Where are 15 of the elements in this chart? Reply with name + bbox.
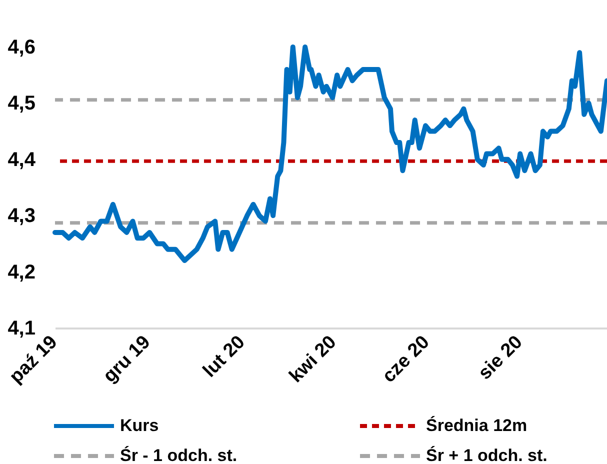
- y-tick-label: 4,1: [8, 318, 36, 340]
- x-tick-label: kwi 20: [286, 332, 341, 387]
- legend-label: Śr + 1 odch. st.: [426, 445, 548, 464]
- y-tick-label: 4,2: [8, 261, 36, 284]
- y-tick-label: 4,5: [8, 92, 36, 115]
- y-tick-label: 4,6: [8, 36, 36, 58]
- y-tick-label: 4,4: [8, 148, 36, 171]
- legend-label: Śr - 1 odch. st.: [120, 445, 238, 464]
- y-tick-label: 4,3: [8, 205, 36, 228]
- legend-label: Kurs: [120, 416, 159, 435]
- x-tick-label: gru 19: [99, 332, 155, 387]
- x-tick-label: cze 20: [378, 332, 434, 387]
- x-tick-label: sie 20: [474, 332, 527, 384]
- legend-label: Średnia 12m: [426, 415, 528, 435]
- x-tick-label: lut 20: [199, 332, 250, 382]
